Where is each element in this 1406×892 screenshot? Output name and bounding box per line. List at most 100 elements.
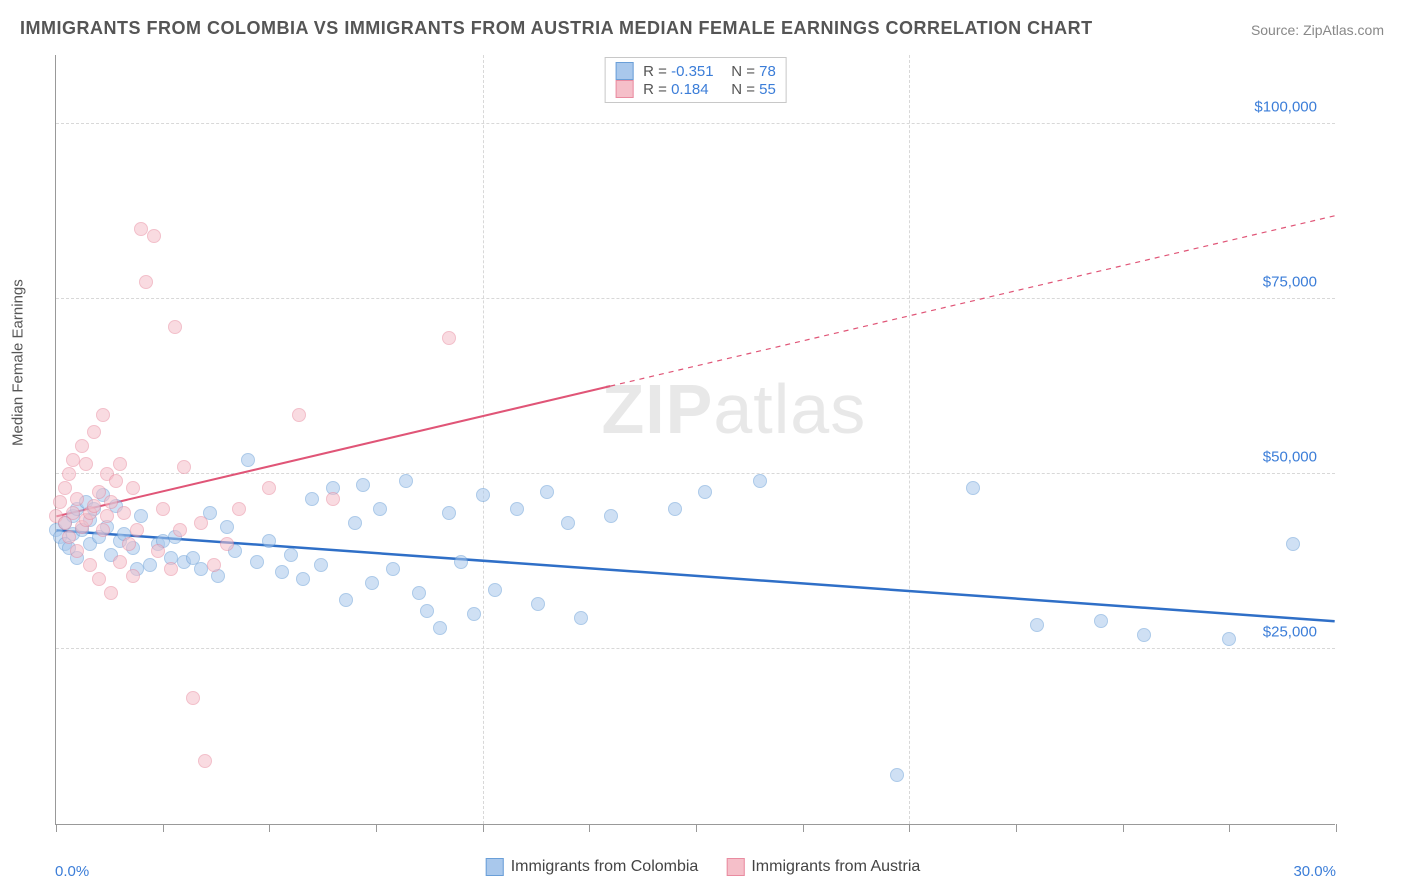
data-point	[574, 611, 588, 625]
legend-stat: R = -0.351 N = 78	[643, 63, 776, 80]
data-point	[399, 474, 413, 488]
data-point	[139, 275, 153, 289]
data-point	[698, 485, 712, 499]
x-tick	[1229, 824, 1230, 832]
data-point	[476, 488, 490, 502]
x-tick	[269, 824, 270, 832]
data-point	[220, 520, 234, 534]
data-point	[386, 562, 400, 576]
data-point	[109, 474, 123, 488]
data-point	[58, 481, 72, 495]
data-point	[1137, 628, 1151, 642]
data-point	[250, 555, 264, 569]
x-tick	[376, 824, 377, 832]
data-point	[113, 457, 127, 471]
data-point	[540, 485, 554, 499]
gridline-v	[483, 55, 484, 824]
data-point	[66, 453, 80, 467]
data-point	[126, 481, 140, 495]
legend-top-row: R = 0.184 N = 55	[615, 80, 776, 98]
data-point	[194, 516, 208, 530]
data-point	[433, 621, 447, 635]
data-point	[92, 572, 106, 586]
legend-bottom: Immigrants from Colombia Immigrants from …	[486, 858, 921, 876]
data-point	[147, 229, 161, 243]
data-point	[668, 502, 682, 516]
data-point	[1094, 614, 1108, 628]
legend-bottom-item: Immigrants from Colombia	[486, 858, 699, 876]
data-point	[412, 586, 426, 600]
legend-stat: R = 0.184 N = 55	[643, 81, 776, 98]
data-point	[134, 509, 148, 523]
data-point	[262, 481, 276, 495]
source-label: Source: ZipAtlas.com	[1251, 22, 1384, 38]
data-point	[53, 495, 67, 509]
data-point	[232, 502, 246, 516]
data-point	[467, 607, 481, 621]
x-tick	[1123, 824, 1124, 832]
data-point	[96, 408, 110, 422]
data-point	[356, 478, 370, 492]
x-axis-end: 30.0%	[1293, 863, 1336, 880]
data-point	[198, 754, 212, 768]
data-point	[348, 516, 362, 530]
data-point	[1030, 618, 1044, 632]
data-point	[100, 509, 114, 523]
x-tick	[909, 824, 910, 832]
data-point	[173, 523, 187, 537]
gridline-h	[56, 298, 1335, 299]
data-point	[70, 544, 84, 558]
legend-label: Immigrants from Colombia	[511, 858, 699, 876]
data-point	[96, 523, 110, 537]
data-point	[87, 425, 101, 439]
data-point	[604, 509, 618, 523]
x-tick	[483, 824, 484, 832]
data-point	[326, 492, 340, 506]
data-point	[126, 569, 140, 583]
y-tick-label: $100,000	[1254, 99, 1317, 116]
data-point	[92, 485, 106, 499]
data-point	[296, 572, 310, 586]
plot-area: ZIPatlas R = -0.351 N = 78R = 0.184 N = …	[55, 55, 1335, 825]
data-point	[62, 530, 76, 544]
data-point	[83, 558, 97, 572]
legend-swatch	[726, 858, 744, 876]
data-point	[442, 331, 456, 345]
data-point	[531, 597, 545, 611]
y-axis-label: Median Female Earnings	[10, 279, 27, 446]
x-tick	[1336, 824, 1337, 832]
data-point	[75, 439, 89, 453]
data-point	[488, 583, 502, 597]
data-point	[104, 586, 118, 600]
x-tick	[803, 824, 804, 832]
data-point	[87, 499, 101, 513]
legend-label: Immigrants from Austria	[751, 858, 920, 876]
data-point	[1222, 632, 1236, 646]
data-point	[241, 453, 255, 467]
data-point	[113, 555, 127, 569]
data-point	[143, 558, 157, 572]
data-point	[168, 320, 182, 334]
gridline-h	[56, 473, 1335, 474]
data-point	[117, 506, 131, 520]
x-tick	[1016, 824, 1017, 832]
data-point	[284, 548, 298, 562]
data-point	[186, 691, 200, 705]
data-point	[966, 481, 980, 495]
legend-swatch	[615, 62, 633, 80]
chart-title: IMMIGRANTS FROM COLOMBIA VS IMMIGRANTS F…	[20, 18, 1093, 39]
data-point	[104, 495, 118, 509]
data-point	[373, 502, 387, 516]
data-point	[1286, 537, 1300, 551]
gridline-h	[56, 648, 1335, 649]
data-point	[510, 502, 524, 516]
data-point	[220, 537, 234, 551]
legend-top-row: R = -0.351 N = 78	[615, 62, 776, 80]
data-point	[164, 562, 178, 576]
data-point	[62, 467, 76, 481]
data-point	[314, 558, 328, 572]
x-axis-start: 0.0%	[55, 863, 89, 880]
y-tick-label: $25,000	[1263, 624, 1317, 641]
data-point	[292, 408, 306, 422]
legend-swatch	[486, 858, 504, 876]
